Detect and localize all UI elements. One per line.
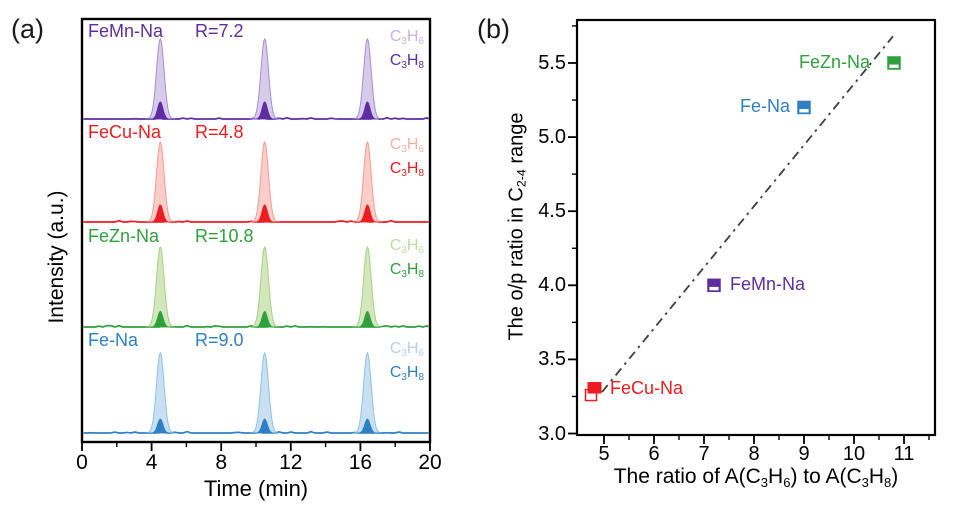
species-label-dark-FeZn-Na: C3H8 — [389, 261, 424, 280]
series-name-label-FeMn-Na: FeMn-Na — [88, 21, 164, 41]
panel-b-y-tick-label: 4.0 — [538, 274, 566, 297]
series-name-label-Fe-Na: Fe-Na — [88, 330, 139, 350]
panel-b-x-tick-label: 9 — [798, 443, 810, 465]
marker-filled-FeCu-Na — [587, 382, 602, 394]
panel-b-y-tick-label: 5.0 — [538, 126, 566, 149]
series-r-label-Fe-Na: R=9.0 — [195, 330, 244, 350]
trend-line — [601, 35, 894, 393]
panel-a-x-tick-label: 0 — [76, 451, 88, 474]
species-label-light-FeZn-Na: C3H6 — [389, 237, 424, 256]
peak-dark-Fe-Na — [146, 418, 175, 434]
peak-dark-Fe-Na — [250, 418, 279, 434]
peak-light-FeMn-Na — [250, 37, 280, 120]
peak-dark-FeZn-Na — [353, 310, 382, 328]
peak-light-FeCu-Na — [145, 140, 175, 223]
marker-open-band-FeMn-Na — [709, 286, 719, 291]
panel-b-x-axis-label: The ratio of A(C3H6) to A(C3H8) — [613, 465, 899, 490]
peak-light-Fe-Na — [145, 351, 175, 434]
point-label-Fe-Na: Fe-Na — [739, 96, 790, 117]
panel-a-x-tick-label: 4 — [145, 451, 158, 474]
peak-light-FeZn-Na — [145, 245, 175, 328]
peak-light-FeCu-Na — [250, 140, 280, 223]
panel-b-y-tick-label: 4.5 — [538, 200, 566, 223]
peak-dark-FeZn-Na — [250, 310, 279, 328]
panel-a-tag: (a) — [11, 14, 44, 44]
series-r-label-FeZn-Na: R=10.8 — [195, 226, 254, 246]
panel-b-x-tick-label: 8 — [748, 443, 760, 465]
panel-b-x-tick-label: 6 — [648, 443, 660, 465]
peak-light-FeZn-Na — [250, 245, 280, 328]
peak-dark-FeMn-Na — [353, 101, 382, 120]
series-name-label-FeCu-Na: FeCu-Na — [88, 122, 162, 142]
panel-b-y-axis-label: The o/p ratio in C2-4 range — [505, 112, 529, 341]
panel-b-x-tick-label: 10 — [842, 443, 866, 465]
peak-dark-FeCu-Na — [250, 204, 279, 223]
panel-b-x-tick-label: 5 — [598, 443, 610, 465]
peak-light-Fe-Na — [352, 351, 382, 434]
species-label-light-Fe-Na: C3H6 — [389, 340, 424, 359]
panel-b-x-tick-label: 7 — [698, 443, 710, 465]
panel-a-x-tick-label: 16 — [348, 451, 373, 474]
species-label-dark-FeMn-Na: C3H8 — [389, 52, 424, 71]
peak-dark-FeMn-Na — [250, 101, 279, 120]
panel-b-x-tick-label: 11 — [893, 443, 915, 465]
peak-light-FeZn-Na — [352, 245, 382, 328]
peak-light-FeMn-Na — [352, 37, 382, 120]
peak-dark-Fe-Na — [353, 418, 382, 434]
panel-b-tag: (b) — [477, 14, 510, 44]
peak-light-FeMn-Na — [145, 37, 175, 120]
panel-b-y-tick-label: 5.5 — [538, 51, 566, 74]
panel-a-y-axis-label: Intensity (a.u.) — [45, 190, 68, 324]
marker-open-band-FeZn-Na — [889, 64, 899, 68]
panel-a-x-axis-label: Time (min) — [203, 476, 309, 501]
species-label-dark-FeCu-Na: C3H8 — [389, 160, 424, 179]
series-name-label-FeZn-Na: FeZn-Na — [88, 226, 160, 246]
panel-a-x-tick-label: 12 — [279, 451, 303, 474]
panel-b-y-tick-label: 3.5 — [538, 348, 566, 371]
point-label-FeMn-Na: FeMn-Na — [730, 274, 806, 295]
peak-dark-FeCu-Na — [146, 204, 175, 223]
peak-dark-FeCu-Na — [353, 204, 382, 223]
species-label-light-FeCu-Na: C3H6 — [389, 136, 424, 155]
panel-a-x-tick-label: 20 — [418, 451, 442, 474]
point-label-FeCu-Na: FeCu-Na — [610, 378, 684, 399]
species-label-dark-Fe-Na: C3H8 — [389, 364, 424, 383]
panel-b-y-tick-label: 3.0 — [538, 422, 566, 445]
marker-open-band-Fe-Na — [799, 109, 809, 113]
point-label-FeZn-Na: FeZn-Na — [798, 51, 870, 72]
panel-a-x-tick-label: 8 — [215, 451, 228, 474]
species-label-light-FeMn-Na: C3H6 — [389, 28, 424, 47]
series-r-label-FeCu-Na: R=4.8 — [195, 122, 244, 142]
peak-dark-FeMn-Na — [146, 101, 175, 120]
peak-dark-FeZn-Na — [146, 310, 175, 328]
series-r-label-FeMn-Na: R=7.2 — [195, 21, 244, 41]
peak-light-FeCu-Na — [352, 140, 382, 223]
peak-light-Fe-Na — [250, 351, 280, 434]
